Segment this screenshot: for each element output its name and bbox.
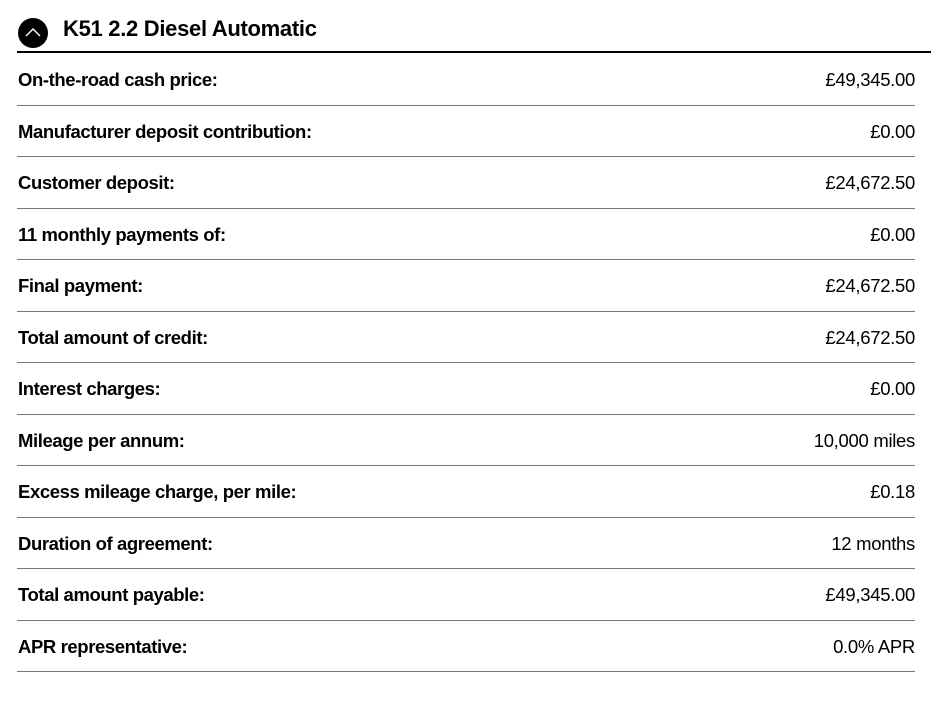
row-value: 10,000 miles xyxy=(813,429,916,451)
row-label: Total amount payable: xyxy=(18,584,205,606)
row-label: Interest charges: xyxy=(18,378,161,400)
row-value: 0.0% APR xyxy=(833,635,915,657)
row-label: 11 monthly payments of: xyxy=(18,223,226,245)
row-value: £0.00 xyxy=(870,378,915,400)
row-value: £49,345.00 xyxy=(825,584,915,606)
row-value: £24,672.50 xyxy=(825,172,915,194)
row-label: Excess mileage charge, per mile: xyxy=(18,481,297,503)
row-value: £0.00 xyxy=(870,120,915,142)
table-row: On-the-road cash price: £49,345.00 xyxy=(17,54,915,106)
row-value: 12 months xyxy=(831,532,915,554)
table-row: APR representative: 0.0% APR xyxy=(17,621,915,672)
table-row: Manufacturer deposit contribution: £0.00 xyxy=(17,106,915,157)
row-label: Customer deposit: xyxy=(18,172,175,194)
table-row: Total amount payable: £49,345.00 xyxy=(17,569,915,621)
table-row: Final payment: £24,672.50 xyxy=(17,260,915,312)
table-row: Duration of agreement: 12 months xyxy=(17,518,915,569)
collapse-toggle-button[interactable] xyxy=(18,18,48,48)
table-row: Interest charges: £0.00 xyxy=(17,363,915,415)
table-row: Mileage per annum: 10,000 miles xyxy=(17,415,916,466)
row-value: £0.00 xyxy=(870,223,915,245)
table-row: Total amount of credit: £24,672.50 xyxy=(17,312,915,363)
chevron-up-icon xyxy=(25,28,41,37)
row-label: Manufacturer deposit contribution: xyxy=(18,120,312,142)
row-label: Total amount of credit: xyxy=(18,326,208,348)
finance-details-table: On-the-road cash price: £49,345.00 Manufac… xyxy=(17,54,915,672)
row-label: On-the-road cash price: xyxy=(18,69,218,91)
row-value: £0.18 xyxy=(870,481,915,503)
row-label: Mileage per annum: xyxy=(18,429,185,451)
section-header: K51 2.2 Diesel Automatic xyxy=(17,16,931,53)
table-row: 11 monthly payments of: £0.00 xyxy=(17,209,915,260)
table-row: Excess mileage charge, per mile: £0.18 xyxy=(17,466,915,518)
row-value: £24,672.50 xyxy=(825,275,915,297)
row-label: Final payment: xyxy=(18,275,143,297)
section-title: K51 2.2 Diesel Automatic xyxy=(63,16,317,41)
row-label: APR representative: xyxy=(18,635,188,657)
row-label: Duration of agreement: xyxy=(18,532,213,554)
table-row: Customer deposit: £24,672.50 xyxy=(17,157,915,209)
row-value: £49,345.00 xyxy=(825,69,915,91)
row-value: £24,672.50 xyxy=(825,326,915,348)
